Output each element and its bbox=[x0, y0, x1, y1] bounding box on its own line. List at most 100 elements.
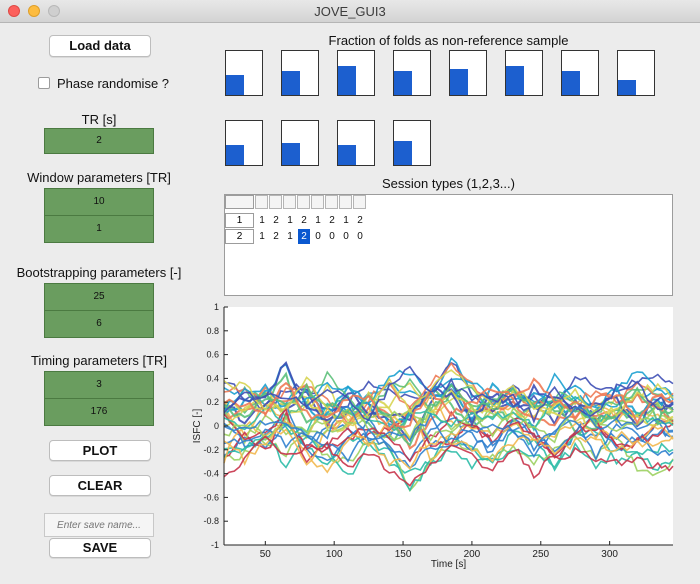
x-tick-label: 300 bbox=[601, 549, 618, 560]
fold-bar-9 bbox=[226, 145, 244, 165]
fold-box-4 bbox=[393, 50, 431, 96]
x-tick-label: 50 bbox=[260, 549, 272, 560]
bootstrap-block-field[interactable]: 6 bbox=[44, 310, 154, 338]
load-data-button[interactable]: Load data bbox=[49, 35, 151, 57]
isfc-series-line bbox=[223, 435, 674, 487]
y-tick-label: 0 bbox=[214, 421, 219, 431]
isfc-series-line bbox=[223, 382, 674, 447]
y-tick-label: -0.8 bbox=[203, 516, 219, 526]
y-tick-label: -0.6 bbox=[203, 492, 219, 502]
fold-box-12 bbox=[393, 120, 431, 166]
fold-bar-3 bbox=[338, 66, 356, 95]
fold-box-1 bbox=[225, 50, 263, 96]
tr-label: TR [s] bbox=[81, 112, 117, 127]
bootstrap-params-label: Bootstrapping parameters [-] bbox=[16, 265, 182, 280]
y-tick-label: 0.2 bbox=[206, 397, 219, 407]
fold-bar-6 bbox=[506, 66, 524, 95]
fold-box-11 bbox=[337, 120, 375, 166]
timing-params-label: Timing parameters [TR] bbox=[30, 353, 168, 368]
session-types-title: Session types (1,2,3...) bbox=[382, 176, 515, 191]
session-cell[interactable]: 1 bbox=[343, 215, 349, 226]
column-header-7 bbox=[339, 195, 352, 209]
minimize-window-icon[interactable] bbox=[28, 5, 40, 17]
timing-end-field[interactable]: 176 bbox=[44, 398, 154, 426]
isfc-series-line bbox=[223, 402, 674, 444]
table-corner bbox=[225, 195, 254, 209]
y-tick-label: -0.2 bbox=[203, 445, 219, 455]
session-cell[interactable]: 1 bbox=[259, 231, 265, 242]
fold-bar-2 bbox=[282, 71, 300, 95]
session-cell[interactable]: 2 bbox=[273, 231, 279, 242]
column-header-5 bbox=[311, 195, 324, 209]
fold-box-8 bbox=[617, 50, 655, 96]
session-cell[interactable]: 1 bbox=[287, 215, 293, 226]
folds-title: Fraction of folds as non-reference sampl… bbox=[328, 33, 569, 48]
column-header-1 bbox=[255, 195, 268, 209]
fold-bar-4 bbox=[394, 71, 412, 95]
zoom-window-icon[interactable] bbox=[48, 5, 60, 17]
isfc-series-line bbox=[223, 365, 674, 424]
y-tick-label: -1 bbox=[211, 540, 219, 550]
window-step-field[interactable]: 1 bbox=[44, 215, 154, 243]
y-tick-label: -0.4 bbox=[203, 469, 219, 479]
isfc-series-line bbox=[223, 407, 674, 463]
x-tick-label: 200 bbox=[464, 549, 481, 560]
column-header-6 bbox=[325, 195, 338, 209]
session-cell[interactable]: 0 bbox=[357, 231, 363, 242]
x-tick-label: 150 bbox=[395, 549, 412, 560]
fold-box-7 bbox=[561, 50, 599, 96]
column-header-4 bbox=[297, 195, 310, 209]
fold-box-6 bbox=[505, 50, 543, 96]
title-bar: JOVE_GUI3 bbox=[0, 0, 700, 23]
fold-bar-12 bbox=[394, 141, 412, 165]
session-cell[interactable]: 0 bbox=[343, 231, 349, 242]
isfc-series-line bbox=[223, 382, 674, 427]
fold-box-2 bbox=[281, 50, 319, 96]
fold-box-9 bbox=[225, 120, 263, 166]
session-cell[interactable]: 2 bbox=[298, 229, 310, 244]
column-header-2 bbox=[269, 195, 282, 209]
plot-button[interactable]: PLOT bbox=[49, 440, 151, 461]
fold-bar-1 bbox=[226, 75, 244, 95]
session-cell[interactable]: 1 bbox=[287, 231, 293, 242]
session-cell[interactable]: 2 bbox=[357, 215, 363, 226]
timing-start-field[interactable]: 3 bbox=[44, 371, 154, 399]
row-header-1: 1 bbox=[225, 213, 254, 228]
session-cell[interactable]: 0 bbox=[315, 231, 321, 242]
x-axis-label: Time [s] bbox=[431, 559, 466, 570]
column-header-3 bbox=[283, 195, 296, 209]
save-name-input[interactable] bbox=[44, 513, 154, 537]
fold-box-3 bbox=[337, 50, 375, 96]
row-header-2: 2 bbox=[225, 229, 254, 244]
y-tick-label: 0.4 bbox=[206, 373, 219, 383]
clear-button[interactable]: CLEAR bbox=[49, 475, 151, 496]
fold-box-5 bbox=[449, 50, 487, 96]
x-tick-label: 100 bbox=[326, 549, 343, 560]
isfc-series-line bbox=[223, 369, 674, 427]
fold-bar-5 bbox=[450, 69, 468, 95]
x-tick-label: 250 bbox=[532, 549, 549, 560]
phase-randomise-checkbox[interactable] bbox=[38, 77, 50, 89]
fold-bar-8 bbox=[618, 80, 636, 95]
save-button[interactable]: SAVE bbox=[49, 538, 151, 558]
session-cell[interactable]: 2 bbox=[301, 215, 307, 226]
session-cell[interactable]: 1 bbox=[315, 215, 321, 226]
y-tick-label: 0.6 bbox=[206, 350, 219, 360]
column-header-8 bbox=[353, 195, 366, 209]
session-cell[interactable]: 2 bbox=[329, 215, 335, 226]
session-cell[interactable]: 1 bbox=[259, 215, 265, 226]
session-cell[interactable]: 2 bbox=[273, 215, 279, 226]
window-size-field[interactable]: 10 bbox=[44, 188, 154, 216]
session-cell[interactable]: 0 bbox=[329, 231, 335, 242]
isfc-series-line bbox=[223, 405, 674, 453]
phase-randomise-label: Phase randomise ? bbox=[57, 76, 170, 91]
y-tick-label: 0.8 bbox=[206, 326, 219, 336]
window-title: JOVE_GUI3 bbox=[314, 4, 386, 19]
fold-bar-7 bbox=[562, 71, 580, 95]
close-window-icon[interactable] bbox=[8, 5, 20, 17]
y-axis-label: ISFC [-] bbox=[192, 409, 203, 444]
tr-field[interactable]: 2 bbox=[44, 128, 154, 154]
y-tick-label: 1 bbox=[214, 302, 219, 312]
